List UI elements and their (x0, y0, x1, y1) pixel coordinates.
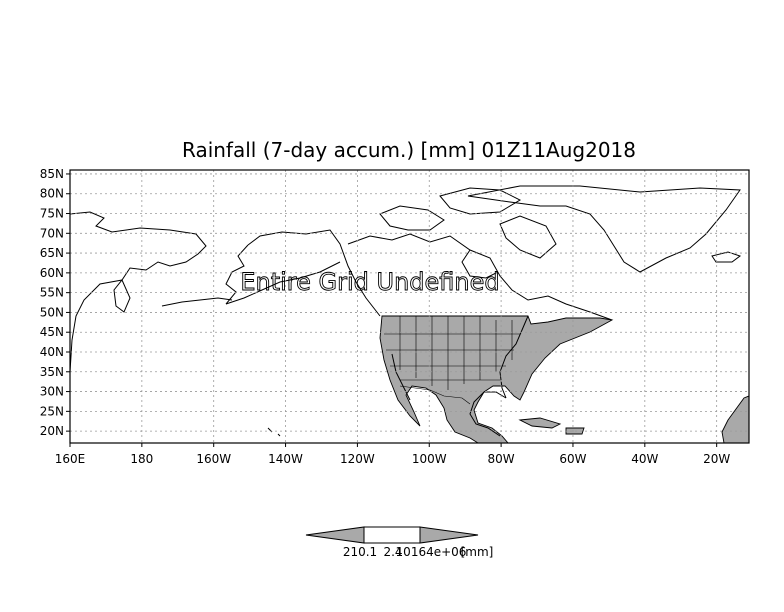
alaska-coast (247, 229, 381, 317)
axis-ticks (66, 173, 718, 447)
lon-label: 140W (268, 452, 303, 466)
lon-label: 80W (488, 452, 515, 466)
siberia-coast (70, 211, 207, 373)
plot-frame (69, 169, 750, 444)
lat-label: 70N (40, 226, 64, 240)
cuba (518, 417, 562, 429)
aleutians (161, 297, 233, 307)
iceland (711, 251, 742, 263)
plot-area (70, 170, 749, 443)
colorbar-label-mid: 2.4 (383, 545, 402, 559)
lat-label: 45N (40, 325, 64, 339)
graticule (70, 170, 749, 443)
ellesmere (439, 187, 522, 215)
state-borders (382, 315, 528, 405)
lon-label: 100W (412, 452, 447, 466)
lon-label: 160E (55, 452, 86, 466)
greenland (467, 185, 741, 273)
lon-label: 40W (631, 452, 658, 466)
coastlines (70, 185, 742, 437)
lat-label: 25N (40, 404, 64, 418)
conus-mexico-land (379, 315, 614, 443)
lat-label: 55N (40, 286, 64, 300)
undefined-grid-message: Entire Grid Undefined (240, 268, 499, 296)
lat-label: 35N (40, 365, 64, 379)
lat-label: 40N (40, 345, 64, 359)
gulf-coast (469, 391, 507, 437)
lat-label: 75N (40, 207, 64, 221)
lat-label: 20N (40, 424, 64, 438)
colorbar-label-high: 10164e+06 (396, 545, 467, 559)
colorbar-mid-box (363, 526, 421, 544)
colorbar-left-arrow (305, 526, 365, 544)
colorbar-label-low: 210.1 (343, 545, 377, 559)
hawaii-dots (267, 427, 281, 437)
lat-label: 80N (40, 187, 64, 201)
lat-label: 30N (40, 385, 64, 399)
longitude-labels: 160E 180 160W 140W 120W 100W 80W 60W 40W 20W (55, 452, 731, 466)
lon-label: 180 (130, 452, 153, 466)
canada-arctic-coast (347, 233, 613, 321)
lon-label: 120W (340, 452, 375, 466)
lat-label: 50N (40, 305, 64, 319)
lat-label: 65N (40, 246, 64, 260)
latitude-labels: 85N 80N 75N 70N 65N 60N 55N 50N 45N 40N 35N 30N 25N 2… (40, 167, 64, 438)
lat-label: 60N (40, 266, 64, 280)
kamchatka (113, 279, 131, 313)
colorbar-right-arrow (419, 526, 479, 544)
alaska-south-coast (225, 261, 341, 305)
bering-coast (225, 244, 249, 305)
colorbar: 210.1 2.4 10164e+06 [mm] (305, 526, 494, 559)
lon-label: 20W (703, 452, 730, 466)
baffin (499, 215, 557, 259)
hudson-bay (461, 249, 499, 279)
lat-label: 85N (40, 167, 64, 181)
lon-label: 60W (559, 452, 586, 466)
rainfall-shaded-region (379, 315, 749, 443)
map-title: Rainfall (7-day accum.) [mm] 01Z11Aug201… (182, 138, 636, 162)
greenland-tip-shaded (721, 395, 749, 443)
arctic-islands (379, 205, 445, 231)
lon-label: 160W (196, 452, 231, 466)
us-east-coast (499, 315, 529, 399)
colorbar-units: [mm] (461, 545, 494, 559)
